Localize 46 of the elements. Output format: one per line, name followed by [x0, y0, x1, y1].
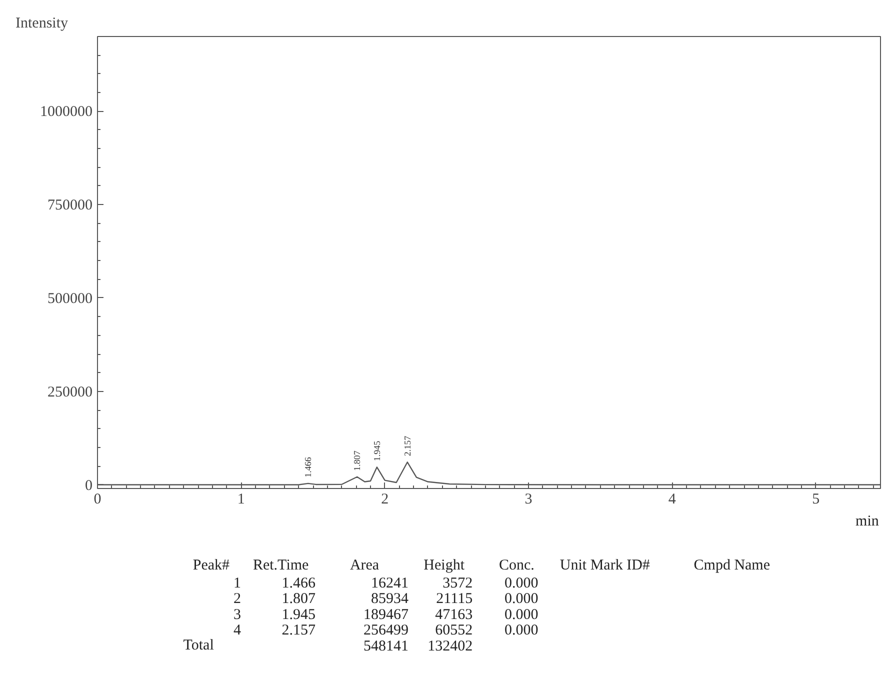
- text: 47163: [435, 606, 473, 623]
- text: 1.466: [282, 576, 316, 592]
- text: 16241: [370, 576, 408, 592]
- x-axis-title: min: [856, 514, 880, 530]
- annotation: 1.466: [303, 456, 314, 478]
- text: 2: [233, 591, 241, 608]
- text: Cmpd Name: [694, 558, 770, 574]
- text: 0.000: [504, 622, 538, 639]
- y-axis-title: Intensity: [16, 16, 68, 32]
- y-tick-label: 1000000: [40, 104, 92, 120]
- x-tick-label: 3: [524, 492, 532, 508]
- y-tick-label: 750000: [48, 198, 92, 214]
- text: Total: [183, 637, 214, 654]
- text: 3: [233, 606, 241, 623]
- text: 85934: [370, 591, 409, 608]
- x-tick-label: 2: [381, 492, 389, 508]
- text: Conc.: [499, 558, 534, 574]
- text: 1.807: [282, 591, 316, 608]
- annotation: 2.157: [402, 435, 412, 456]
- text: 1: [233, 576, 241, 592]
- text: 0.000: [504, 576, 538, 592]
- annotation: 1.945: [372, 440, 382, 462]
- y-tick-label: 250000: [48, 384, 92, 400]
- text: 1.945: [282, 606, 316, 623]
- text: 21115: [436, 591, 473, 608]
- text: 2.157: [282, 622, 316, 639]
- text: Area: [350, 558, 380, 574]
- text: Height: [424, 558, 466, 574]
- text: Unit Mark ID#: [560, 558, 650, 574]
- x-tick-label: 5: [812, 492, 820, 508]
- text: Ret.Time: [252, 558, 310, 574]
- text: 548141: [363, 638, 408, 654]
- y-tick-label: 0: [85, 478, 92, 494]
- x-tick-label: 4: [668, 492, 676, 508]
- text: 189467: [363, 606, 409, 623]
- text: 0.000: [504, 606, 538, 623]
- text: 4: [233, 622, 242, 639]
- text: 60552: [435, 622, 473, 639]
- text: 3572: [442, 576, 473, 592]
- text: 0.000: [504, 591, 538, 608]
- text: 132402: [428, 638, 473, 654]
- annotation: 1.807: [352, 450, 362, 471]
- text: Peak#: [192, 558, 230, 574]
- x-tick-label: 1: [237, 492, 245, 508]
- text: 256499: [363, 622, 408, 639]
- y-tick-label: 500000: [48, 290, 92, 307]
